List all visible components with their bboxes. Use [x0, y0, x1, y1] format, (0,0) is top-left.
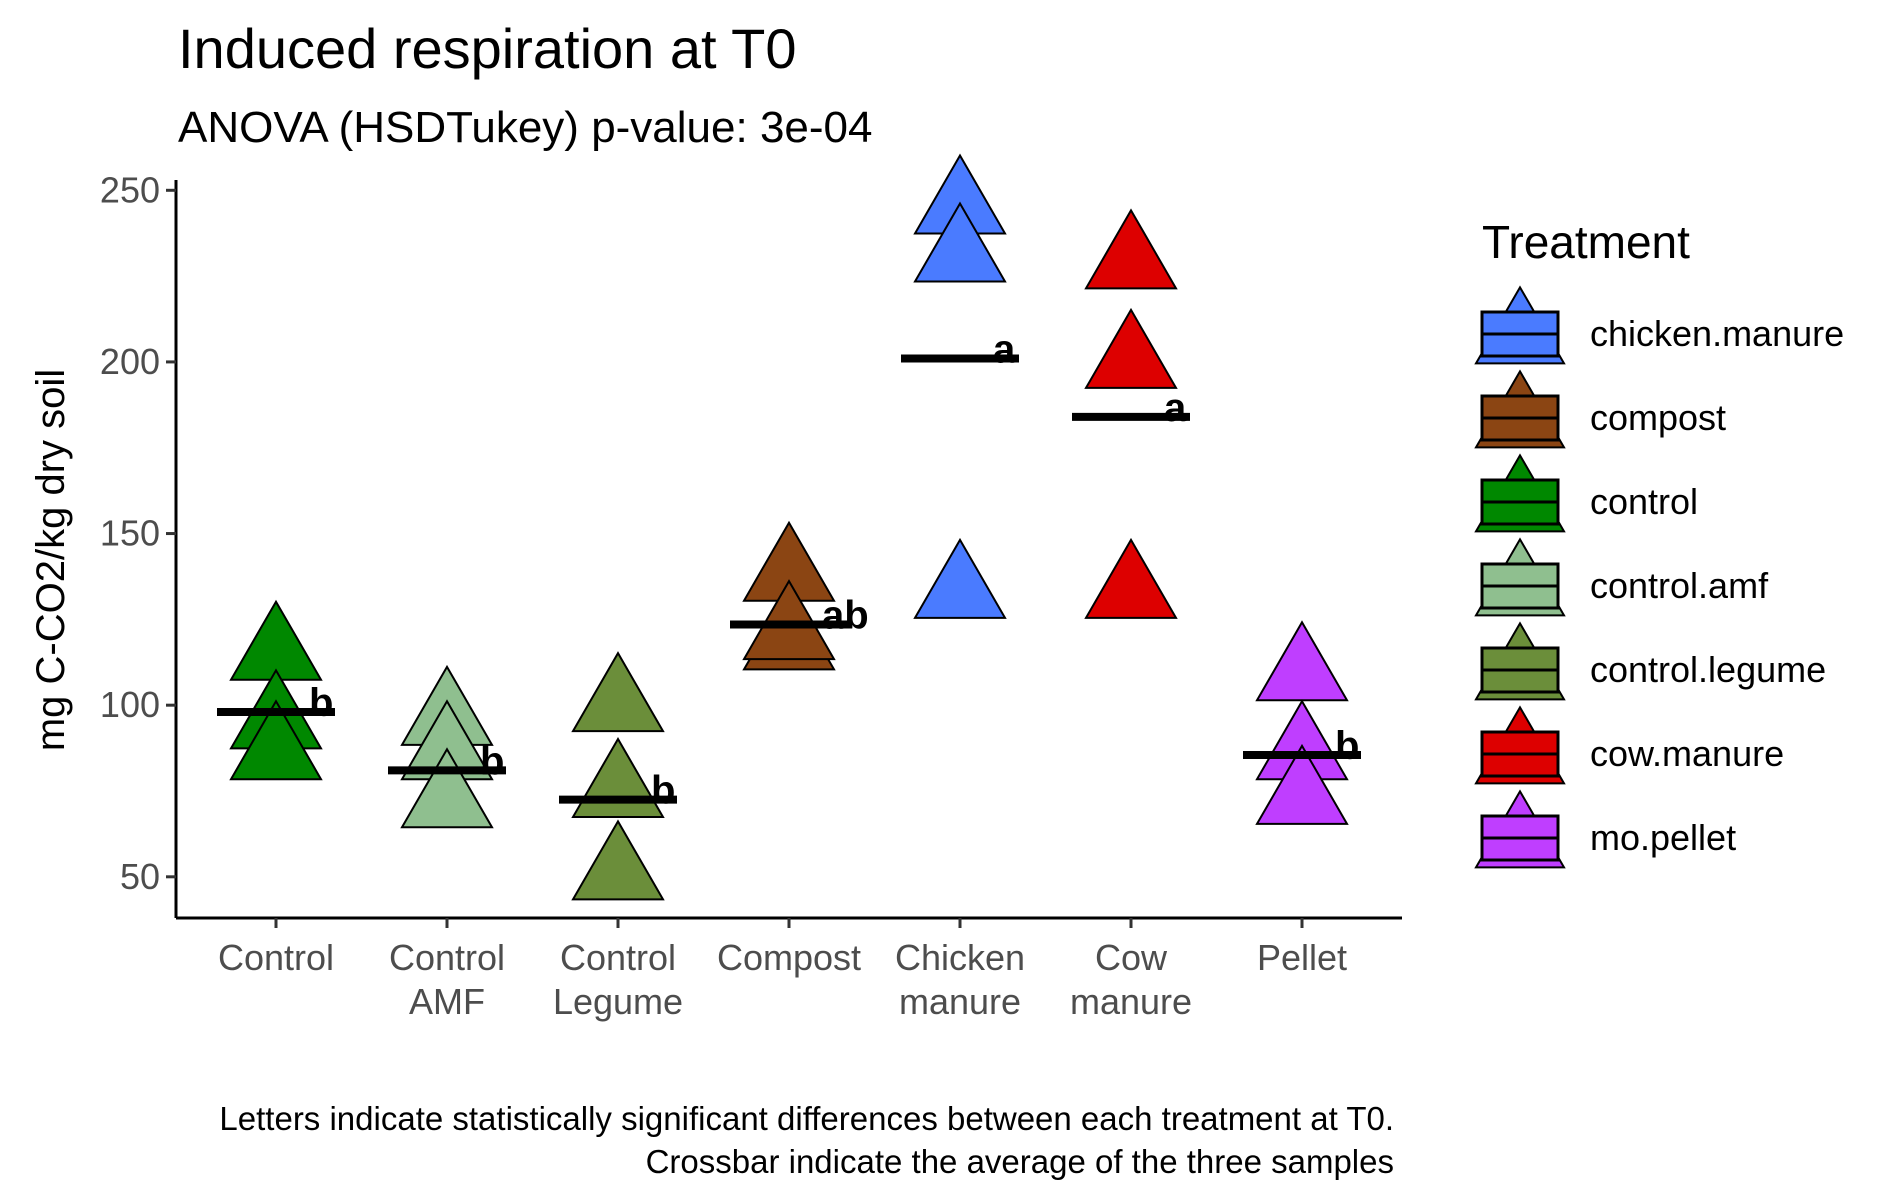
significance-letter: b: [1335, 724, 1359, 768]
data-point-cow.manure: [1084, 537, 1178, 619]
data-point-chicken.manure: [913, 201, 1007, 283]
significance-letter: b: [651, 769, 675, 813]
significance-letter: a: [1164, 386, 1187, 430]
y-tick-label: 50: [120, 856, 160, 897]
data-point-control: [229, 699, 323, 781]
x-tick-label: Cow manure: [1070, 937, 1192, 1022]
legend: Treatment chicken.manure compost control co…: [1474, 216, 1844, 869]
x-tick-label: Pellet: [1257, 937, 1347, 978]
legend-label: cow.manure: [1590, 733, 1784, 774]
y-tick-label: 200: [100, 341, 160, 382]
chart-title: Induced respiration at T0: [178, 17, 796, 80]
legend-label: control.amf: [1590, 565, 1769, 606]
significance-letter: a: [993, 327, 1016, 371]
caption: Letters indicate statistically significa…: [219, 1100, 1394, 1180]
legend-title: Treatment: [1482, 216, 1690, 268]
legend-label: control.legume: [1590, 649, 1826, 690]
y-tick-label: 150: [100, 513, 160, 554]
significance-letter: b: [480, 739, 504, 783]
data-point-compost: [742, 579, 836, 661]
legend-label: chicken.manure: [1590, 313, 1844, 354]
significance-letter: ab: [822, 594, 869, 638]
data-point-cow.manure: [1084, 307, 1178, 389]
caption-line-1: Letters indicate statistically significa…: [219, 1100, 1394, 1137]
x-tick-label: Compost: [717, 937, 861, 978]
legend-label: mo.pellet: [1590, 817, 1736, 858]
data-point-control.legume: [571, 819, 665, 901]
x-tick-label: Control AMF: [389, 937, 505, 1022]
x-tick-label: Chicken manure: [895, 937, 1025, 1022]
data-point-control.legume: [571, 736, 665, 818]
x-tick-label: Control Legume: [553, 937, 683, 1022]
data-point-control.amf: [400, 747, 494, 829]
data-point-control.legume: [571, 651, 665, 733]
chart-subtitle: ANOVA (HSDTukey) p-value: 3e-04: [178, 103, 872, 152]
y-tick-label: 100: [100, 684, 160, 725]
data-point-chicken.manure: [913, 537, 1007, 619]
data-point-mo.pellet: [1255, 620, 1349, 702]
data-point-control: [229, 599, 323, 681]
plot-area: 50 100 150 200 250 Control Control AMF Control Le…: [100, 153, 1402, 1022]
y-axis-title: mg C-CO2/kg dry soil: [29, 369, 73, 751]
significance-letter: b: [309, 681, 333, 725]
data-point-mo.pellet: [1255, 743, 1349, 825]
caption-line-2: Crossbar indicate the average of the thr…: [646, 1143, 1394, 1180]
legend-label: control: [1590, 481, 1698, 522]
x-tick-label: Control: [218, 937, 334, 978]
data-point-cow.manure: [1084, 208, 1178, 290]
y-tick-label: 250: [100, 169, 160, 210]
legend-label: compost: [1590, 397, 1726, 438]
